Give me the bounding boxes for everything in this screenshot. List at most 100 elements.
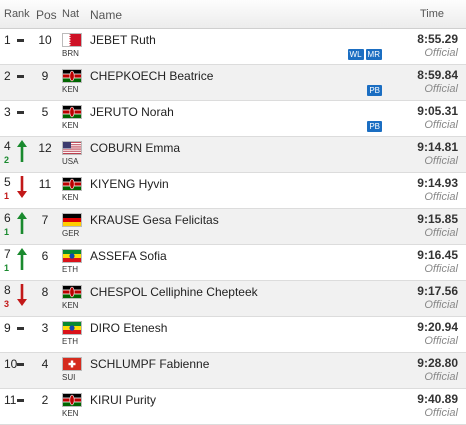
start-position: 2: [41, 393, 49, 407]
nationality-cell: GER: [62, 213, 90, 238]
athlete-name-link[interactable]: CHESPOL Celliphine Chepteek: [90, 285, 258, 299]
rank-number: 6: [4, 211, 11, 225]
nationality-cell: ETH: [62, 321, 90, 346]
no-change-icon: [17, 399, 24, 402]
nation-code: KEN: [62, 409, 79, 418]
rank-number: 10: [4, 357, 18, 371]
arrow-down-icon: [17, 176, 27, 198]
table-row[interactable]: 1 10 BRN JEBET Ruth WL MR 8:55.29 Official: [0, 29, 466, 65]
rank-cell: 11: [4, 389, 34, 424]
athlete-name-link[interactable]: ASSEFA Sofia: [90, 249, 167, 263]
start-position: 5: [41, 105, 49, 119]
nationality-cell: ETH: [62, 249, 90, 274]
time-cell: 9:20.94 Official: [417, 320, 458, 347]
athlete-name-link[interactable]: JEBET Ruth: [90, 33, 156, 47]
table-row[interactable]: 6 1 7 GER KRAUSE Gesa Felicitas 9:15.85 Offici…: [0, 209, 466, 245]
time-cell: 9:15.85 Official: [417, 212, 458, 239]
header-rank[interactable]: Rank: [4, 8, 30, 20]
nation-code: GER: [62, 229, 80, 238]
table-row[interactable]: 3 5 KEN JERUTO Norah PB 9:05.31 Official: [0, 101, 466, 137]
nationality-cell: KEN: [62, 69, 90, 94]
rank-cell: 3: [4, 101, 34, 136]
flag-switzerland-icon: [62, 357, 82, 371]
arrow-up-icon: [17, 248, 27, 270]
athlete-name-link[interactable]: JERUTO Norah: [90, 105, 174, 119]
rank-cell: 10: [4, 353, 34, 388]
no-change-icon: [17, 111, 24, 114]
flag-kenya-icon: [62, 393, 82, 407]
flag-germany-icon: [62, 213, 82, 227]
table-row[interactable]: 5 1 11 KEN KIYENG Hyvin 9:14.93 Official: [0, 173, 466, 209]
record-badge: PB: [367, 85, 382, 96]
athlete-name-link[interactable]: CHEPKOECH Beatrice: [90, 69, 214, 83]
flag-kenya-icon: [62, 285, 82, 299]
start-position: 4: [41, 357, 49, 371]
no-change-icon: [17, 327, 24, 330]
nation-code: ETH: [62, 265, 78, 274]
rank-change-value: 2: [4, 155, 10, 165]
header-pos[interactable]: Pos: [36, 8, 57, 22]
record-badge: WL: [347, 49, 364, 60]
athlete-name-link[interactable]: KIYENG Hyvin: [90, 177, 169, 191]
flag-bahrain-icon: [62, 33, 82, 47]
time-cell: 9:14.93 Official: [417, 176, 458, 203]
athlete-name-link[interactable]: SCHLUMPF Fabienne: [90, 357, 210, 371]
arrow-up-icon: [17, 140, 27, 162]
rank-number: 8: [4, 283, 11, 297]
no-change-icon: [17, 75, 24, 78]
result-status: Official: [424, 119, 458, 131]
rank-number: 7: [4, 247, 11, 261]
table-header: Rank Pos Nat Name Time: [0, 0, 466, 29]
table-row[interactable]: 8 3 8 KEN CHESPOL Celliphine Chepteek 9:17.56…: [0, 281, 466, 317]
flag-kenya-icon: [62, 105, 82, 119]
nation-code: KEN: [62, 121, 79, 130]
athlete-name-link[interactable]: KRAUSE Gesa Felicitas: [90, 213, 219, 227]
finish-time: 9:17.56: [417, 284, 458, 298]
athlete-name-link[interactable]: KIRUI Purity: [90, 393, 157, 407]
nation-code: KEN: [62, 85, 79, 94]
nation-code: BRN: [62, 49, 79, 58]
table-row[interactable]: 4 2 12 USA COBURN Emma 9:14.81 Official: [0, 137, 466, 173]
rank-cell: 9: [4, 317, 34, 352]
nationality-cell: KEN: [62, 393, 90, 418]
header-nat[interactable]: Nat: [62, 8, 80, 20]
table-row[interactable]: 2 9 KEN CHEPKOECH Beatrice PB 8:59.84 Official: [0, 65, 466, 101]
finish-time: 8:55.29: [417, 32, 458, 46]
finish-time: 9:20.94: [417, 320, 458, 334]
nationality-cell: BRN: [62, 33, 90, 58]
result-status: Official: [424, 299, 458, 311]
table-row[interactable]: 9 3 ETH DIRO Etenesh 9:20.94 Official: [0, 317, 466, 353]
nation-code: KEN: [62, 193, 79, 202]
nationality-cell: USA: [62, 141, 90, 166]
start-position: 3: [41, 321, 49, 335]
record-badge: MR: [365, 49, 382, 60]
arrow-up-icon: [17, 212, 27, 234]
athlete-name-link[interactable]: COBURN Emma: [90, 141, 181, 155]
table-row[interactable]: 11 2 KEN KIRUI Purity 9:40.89 Official: [0, 389, 466, 425]
table-row[interactable]: 7 1 6 ETH ASSEFA Sofia 9:16.45 Official: [0, 245, 466, 281]
result-status: Official: [424, 335, 458, 347]
header-time[interactable]: Time: [419, 8, 444, 20]
time-cell: 8:59.84 Official: [417, 68, 458, 95]
no-change-icon: [17, 39, 24, 42]
rank-cell: 1: [4, 29, 34, 64]
result-status: Official: [424, 191, 458, 203]
flag-ethiopia-icon: [62, 249, 82, 263]
header-name[interactable]: Name: [90, 8, 123, 22]
result-status: Official: [424, 227, 458, 239]
nation-code: USA: [62, 157, 79, 166]
rank-number: 5: [4, 175, 11, 189]
rank-number: 2: [4, 69, 11, 83]
finish-time: 9:05.31: [417, 104, 458, 118]
result-rows: 1 10 BRN JEBET Ruth WL MR 8:55.29 Official 2 9 KEN…: [0, 29, 466, 425]
start-position: 9: [41, 69, 49, 83]
no-change-icon: [17, 363, 24, 366]
finish-time: 9:15.85: [417, 212, 458, 226]
table-row[interactable]: 10 4 SUI SCHLUMPF Fabienne 9:28.80 Official: [0, 353, 466, 389]
nation-code: SUI: [62, 373, 76, 382]
nationality-cell: KEN: [62, 177, 90, 202]
athlete-name-link[interactable]: DIRO Etenesh: [90, 321, 168, 335]
